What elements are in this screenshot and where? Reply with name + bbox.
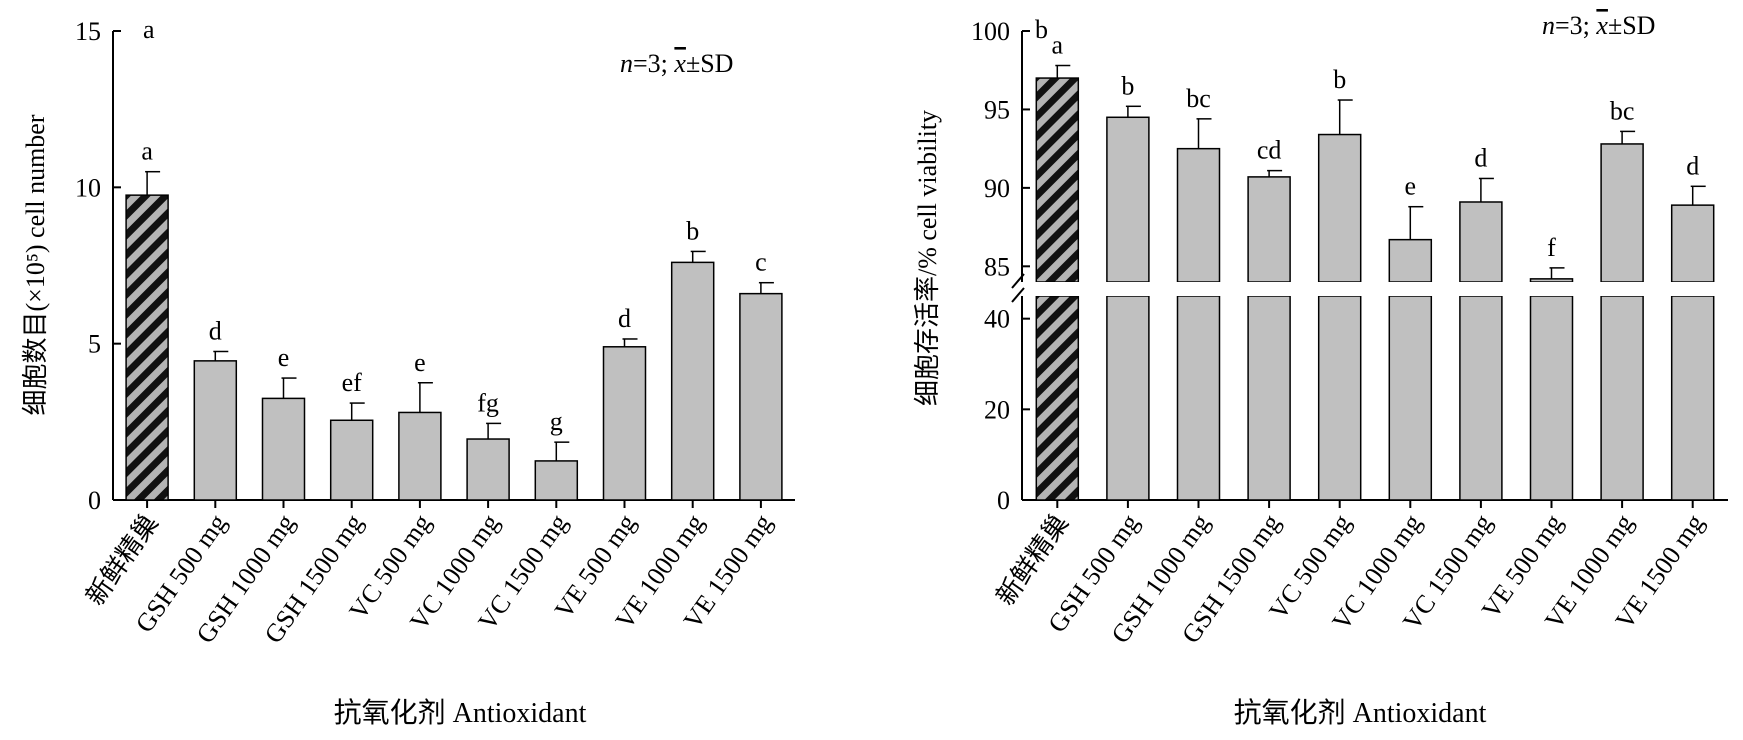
chart-a-sig-letter: a [141,137,153,166]
chart-b-sig-letter: e [1405,172,1417,201]
chart-b-ylabel: 细胞存活率/% cell viability [913,110,942,406]
chart-a-y-tick-label: 10 [75,173,101,202]
chart-b-bar-upper [1388,238,1433,283]
chart-b-sig-letter: cd [1257,136,1282,165]
chart-a-sig-letter: d [209,316,222,345]
chart-b-bar-upper [1176,147,1221,283]
chart-a-bar [670,261,715,501]
chart-a-panel-letter: a [143,15,155,44]
chart-b-sig-letter: b [1121,71,1134,100]
chart-b-bar-lower [1529,295,1574,501]
chart-b-bar-lower [1106,295,1150,501]
chart-b-y-tick-label: 85 [984,252,1010,281]
chart-a-bar [739,292,783,501]
chart-a-annotation: n=3; x±SD [620,49,733,78]
chart-b-y-tick-label: 95 [984,95,1010,124]
chart-a-bar [125,194,169,501]
chart-a-sig-letter: d [618,304,631,333]
chart-b-y-tick-label: 100 [971,17,1010,46]
chart-b-sig-letter: bc [1186,84,1211,113]
chart-b-bar-upper [1106,116,1150,283]
chart-b-sig-letter: bc [1610,96,1635,125]
chart-a-annotation-n: n [620,49,633,78]
chart-a-xlabel: 抗氧化剂 Antioxidant [334,697,587,729]
chart-a-bar [466,438,510,501]
chart-a-bar [329,419,374,501]
chart-b-annotation: n=3; x±SD [1542,11,1655,40]
chart-b-bar-lower [1317,295,1362,501]
chart-a-sig-letter: fg [477,388,499,417]
chart-a-sig-letter: b [686,216,699,245]
chart-b-bar-lower [1600,295,1644,501]
chart-a-bar [398,411,442,501]
chart-a-annotation-sd: ±SD [686,49,734,78]
chart-b-bar-upper [1317,133,1362,283]
chart-a-y-tick-label: 0 [88,486,101,515]
chart-b-bar-lower [1670,295,1715,501]
chart-b-sig-letter: f [1547,233,1556,262]
chart-b-annotation-nval: =3; [1555,11,1590,40]
chart-b-bar-upper [1247,176,1291,283]
chart-b-annotation-n: n [1542,11,1555,40]
chart-b-bar-lower [1388,295,1433,501]
chart-b-annotation-sd: ±SD [1608,11,1656,40]
chart-b-sig-letter: a [1052,31,1064,60]
chart-b-y-tick-label: 0 [997,486,1010,515]
chart-a-sig-letter: e [278,343,290,372]
chart-a: a n=3; x±SD 细胞数目(×10⁵) cell number 抗氧化剂 … [21,15,795,729]
chart-b-axis-break-gap [1008,282,1730,296]
chart-b-annotation-mean: x [1595,11,1608,40]
chart-b-bar-lower [1176,295,1221,501]
chart-a-annotation-nval: =3; [633,49,668,78]
chart-a-sig-letter: c [755,248,767,277]
chart-a-bar [602,346,647,501]
chart-b-sig-letter: b [1333,65,1346,94]
chart-a-y-tick-label: 5 [88,330,101,359]
chart-b-sig-letter: d [1686,151,1699,180]
chart-a-y-tick-label: 15 [75,17,101,46]
chart-b-sig-letter: d [1474,143,1487,172]
chart-b-bar-upper [1600,143,1644,283]
chart-b-bar-upper [1459,201,1503,283]
chart-b-bar-lower [1247,295,1291,501]
chart-a-sig-letter: ef [342,368,363,397]
chart-a-sig-letter: e [414,348,426,377]
chart-b-xlabel: 抗氧化剂 Antioxidant [1234,697,1487,729]
chart-a-annotation-mean: x [673,49,686,78]
chart-b-bar-lower [1035,295,1080,501]
chart-b-bar-upper [1670,204,1715,283]
chart-a-ylabel: 细胞数目(×10⁵) cell number [21,114,50,415]
chart-b: b n=3; x±SD 细胞存活率/% cell viability 抗氧化剂 … [913,11,1730,729]
chart-b-y-tick-label: 20 [984,395,1010,424]
chart-b-y-tick-label: 40 [984,305,1010,334]
chart-a-sig-letter: g [550,407,563,436]
chart-b-break-mark [1011,287,1025,303]
chart-b-panel-letter: b [1035,15,1048,44]
chart-b-break-mark [1011,273,1025,289]
chart-a-bar [261,397,306,501]
chart-b-y-tick-label: 90 [984,174,1010,203]
chart-a-bar [193,360,238,501]
chart-b-bar-lower [1459,295,1503,501]
chart-b-bar-upper [1035,77,1080,283]
chart-a-bar [534,460,579,501]
chart-b-bar-upper [1529,278,1574,283]
